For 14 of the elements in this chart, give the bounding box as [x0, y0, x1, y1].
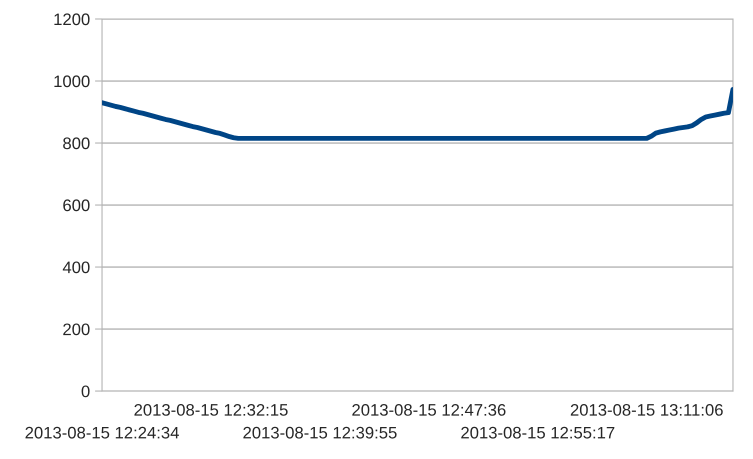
y-tick-label: 200: [63, 323, 90, 336]
line-series: [102, 86, 733, 141]
x-tick-label: 2013-08-15 13:11:06: [570, 404, 723, 416]
y-tick-label: 800: [63, 137, 90, 150]
x-tick-label: 2013-08-15 12:47:36: [352, 404, 506, 416]
y-tick-label: 0: [82, 385, 90, 398]
y-tick-label: 400: [62, 261, 90, 274]
y-tick-label: 1200: [54, 13, 90, 26]
y-tick-label: 1000: [54, 75, 90, 88]
x-tick-label: 2013-08-15 12:32:15: [134, 404, 288, 416]
y-tick-label: 600: [63, 199, 90, 212]
x-tick-label: 2013-08-15 12:24:34: [26, 426, 179, 439]
x-tick-label: 2013-08-15 12:39:55: [243, 426, 397, 439]
x-tick-label: 2013-08-15 12:55:17: [461, 426, 614, 439]
